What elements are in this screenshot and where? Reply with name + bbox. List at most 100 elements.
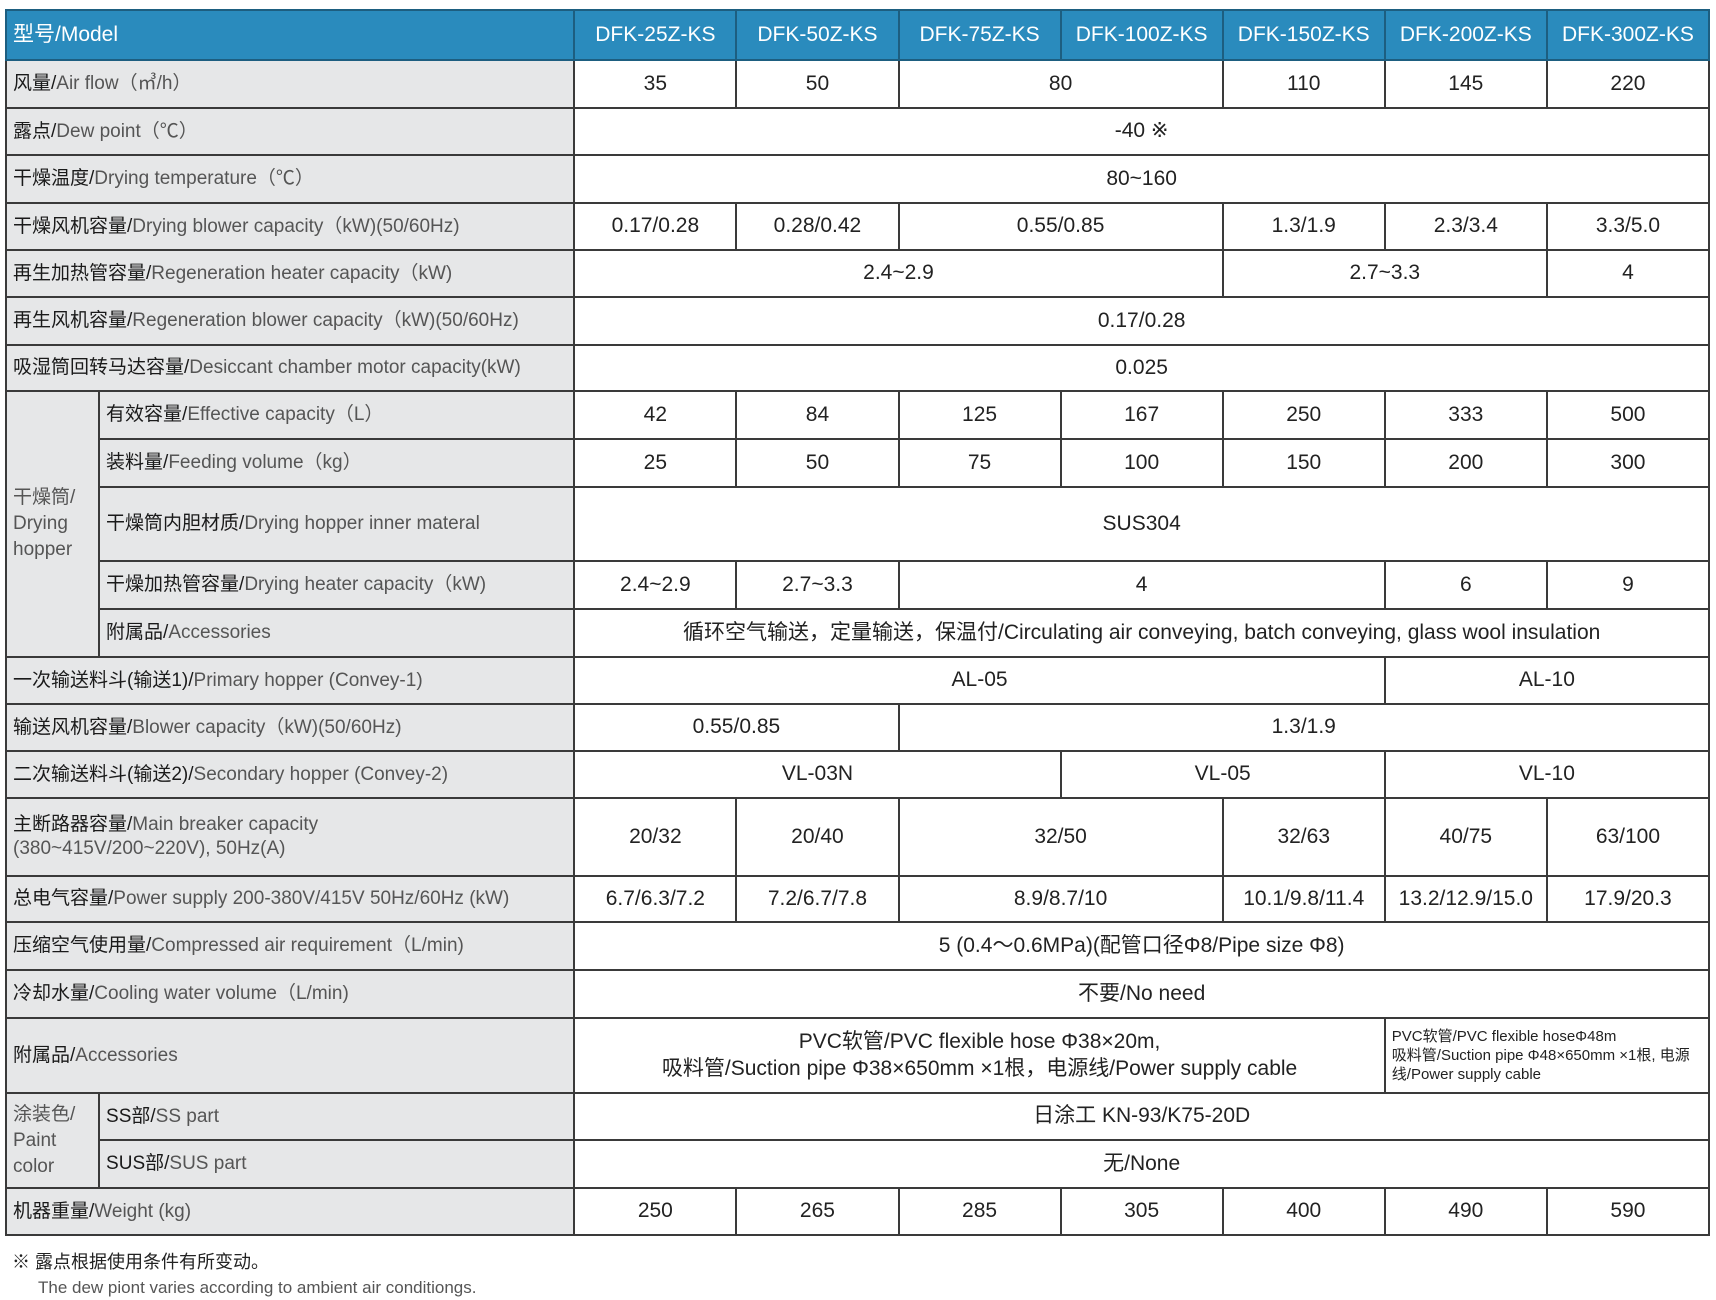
- table-row: SUS部/SUS part 无/None: [6, 1139, 1710, 1189]
- label-en: Air flow（㎥/h）: [56, 73, 192, 95]
- label-zh: 压缩空气使用量/: [13, 935, 152, 957]
- table-row: 吸湿筒回转马达容量/Desiccant chamber motor capaci…: [4, 344, 1710, 392]
- table-row: 干燥筒内胆材质/Drying hopper inner materal SUS30…: [6, 486, 1710, 562]
- value-cell: 400: [1221, 1187, 1386, 1236]
- table-row: 二次输送料斗(输送2)/Secondary hopper (Convey-2) V…: [4, 750, 1711, 799]
- table-row: 输送风机容量/Blower capacity（kW)(50/60Hz) 0.55/…: [4, 703, 1710, 752]
- label-zh: 干燥筒内胆材质/: [106, 513, 245, 535]
- label-zh: 主断路器容量/: [13, 814, 133, 836]
- row-label: 干燥风机容量/Drying blower capacity（kW)(50/60H…: [4, 202, 576, 251]
- label-en: Desiccant chamber motor capacity(kW): [189, 357, 521, 379]
- value-cell: PVC软管/PVC flexible hoseΦ48m 吸料管/Suction …: [1383, 1017, 1711, 1094]
- value-cell: 500: [1545, 390, 1711, 440]
- value-cell: 305: [1059, 1187, 1224, 1236]
- value-cell: SUS304: [573, 486, 1710, 562]
- footnote-zh: ※ 露点根据使用条件有所变动。: [12, 1252, 269, 1272]
- value-cell: 200: [1383, 438, 1548, 488]
- table-row: 主断路器容量/Main breaker capacity (380~415V/20…: [4, 797, 1711, 877]
- value-cell: 80: [897, 59, 1224, 109]
- value-cell: 0.28/0.42: [735, 202, 900, 251]
- table-row: 干燥加热管容量/Drying heater capacity（kW) 2.4~2.…: [6, 560, 1711, 610]
- value-cell: 0.17/0.28: [573, 202, 738, 251]
- value-cell: 220: [1545, 59, 1711, 109]
- label-zh: 干燥加热管容量/: [106, 574, 245, 596]
- footnote-en: The dew piont varies according to ambien…: [38, 1278, 477, 1297]
- value-cell: 日涂工 KN-93/K75-20D: [573, 1092, 1710, 1141]
- value-cell: 1.3/1.9: [1221, 202, 1386, 251]
- row-label: 再生风机容量/Regeneration blower capacity（kW)(…: [4, 296, 576, 346]
- value-cell: 3.3/5.0: [1545, 202, 1711, 251]
- table-row: 干燥筒/ Drying hopper 有效容量/Effective capacit…: [4, 390, 1711, 658]
- label-en: Dew point（℃）: [56, 120, 198, 142]
- value-cell: 不要/No need: [573, 969, 1710, 1019]
- label-en: Main breaker capacity: [132, 814, 319, 836]
- footnote: ※ 露点根据使用条件有所变动。 The dew piont varies acc…: [5, 1250, 1710, 1300]
- value-cell: 40/75: [1383, 797, 1548, 877]
- value-cell: AL-10: [1383, 656, 1711, 705]
- value-cell: 265: [735, 1187, 900, 1236]
- value-cell: 2.3/3.4: [1383, 202, 1548, 251]
- value-cell: 4: [897, 560, 1386, 610]
- value-cell: 13.2/12.9/15.0: [1383, 875, 1548, 923]
- model-header: DFK-150Z-KS: [1221, 9, 1386, 61]
- value-cell: 32/63: [1221, 797, 1386, 877]
- value-cell: VL-05: [1059, 750, 1386, 799]
- label-zh: 再生风机容量/: [13, 310, 133, 332]
- label-en: Drying hopper inner materal: [244, 513, 480, 535]
- row-label: 二次输送料斗(输送2)/Secondary hopper (Convey-2): [4, 750, 576, 799]
- row-label: 吸湿筒回转马达容量/Desiccant chamber motor capaci…: [4, 344, 576, 392]
- row-label: SS部/SS part: [98, 1092, 576, 1141]
- label-en: Accessories: [168, 622, 271, 644]
- label-zh: SS部/: [106, 1105, 156, 1127]
- value-cell: 2.4~2.9: [573, 560, 738, 610]
- label-zh: 机器重量/: [13, 1200, 95, 1222]
- value-cell: AL-05: [573, 656, 1386, 705]
- model-header: DFK-75Z-KS: [897, 9, 1062, 61]
- row-label: 主断路器容量/Main breaker capacity (380~415V/20…: [4, 797, 576, 877]
- value-cell: 50: [735, 59, 900, 109]
- value-cell: VL-10: [1383, 750, 1711, 799]
- row-label: 干燥温度/Drying temperature（℃）: [4, 154, 576, 204]
- label-en-line2: (380~415V/200~220V), 50Hz(A): [13, 838, 286, 859]
- label-en: Effective capacity（L）: [187, 404, 384, 426]
- row-label: 露点/Dew point（℃）: [4, 107, 576, 156]
- label-zh: 装料量/: [106, 452, 169, 474]
- label-zh: 吸湿筒回转马达容量/: [13, 357, 190, 379]
- value-cell: 17.9/20.3: [1545, 875, 1711, 923]
- model-header: DFK-50Z-KS: [735, 9, 900, 61]
- value-cell: 80~160: [573, 154, 1710, 204]
- value-cell: 42: [573, 390, 738, 440]
- label-zh: SUS部/: [106, 1153, 170, 1175]
- row-group-label: 干燥筒/ Drying hopper: [4, 390, 101, 658]
- label-en: Blower capacity（kW)(50/60Hz): [132, 716, 402, 738]
- value-cell: 250: [573, 1187, 738, 1236]
- row-label: 风量/Air flow（㎥/h）: [4, 59, 576, 109]
- value-cell: 75: [897, 438, 1062, 488]
- label-en: Power supply 200-380V/415V 50Hz/60Hz (kW…: [113, 888, 510, 910]
- row-label: 再生加热管容量/Regeneration heater capacity（kW): [4, 249, 576, 298]
- model-header: DFK-200Z-KS: [1383, 9, 1548, 61]
- label-zh: 有效容量/: [106, 404, 188, 426]
- page-content: 型号/Model DFK-25Z-KS DFK-50Z-KS DFK-75Z-KS D…: [4, 9, 1711, 1300]
- value-cell: 63/100: [1545, 797, 1711, 877]
- label-zh: 露点/: [13, 120, 57, 142]
- label-zh: 二次输送料斗(输送2)/: [13, 763, 194, 785]
- label-en: Regeneration blower capacity（kW)(50/60Hz…: [132, 310, 519, 332]
- row-label: 冷却水量/Cooling water volume（L/min): [4, 969, 576, 1019]
- value-cell: 285: [897, 1187, 1062, 1236]
- label-zh: 干燥温度/: [13, 168, 95, 190]
- label-en: Cooling water volume（L/min): [94, 983, 349, 1005]
- value-cell: 333: [1383, 390, 1548, 440]
- label-zh: 干燥风机容量/: [13, 215, 133, 237]
- label-zh: 风量/: [13, 73, 57, 95]
- value-cell: 0.55/0.85: [573, 703, 900, 752]
- value-cell: 20/40: [735, 797, 900, 877]
- label-en: Feeding volume（kg）: [168, 452, 362, 474]
- label-en: Compressed air requirement（L/min): [151, 935, 464, 957]
- label-zh: 一次输送料斗(输送1)/: [13, 669, 194, 691]
- value-cell: 490: [1383, 1187, 1548, 1236]
- model-header: DFK-300Z-KS: [1545, 9, 1711, 61]
- row-label: 有效容量/Effective capacity（L）: [98, 390, 576, 440]
- value-cell: 145: [1383, 59, 1548, 109]
- label-en: Drying temperature（℃）: [94, 168, 314, 190]
